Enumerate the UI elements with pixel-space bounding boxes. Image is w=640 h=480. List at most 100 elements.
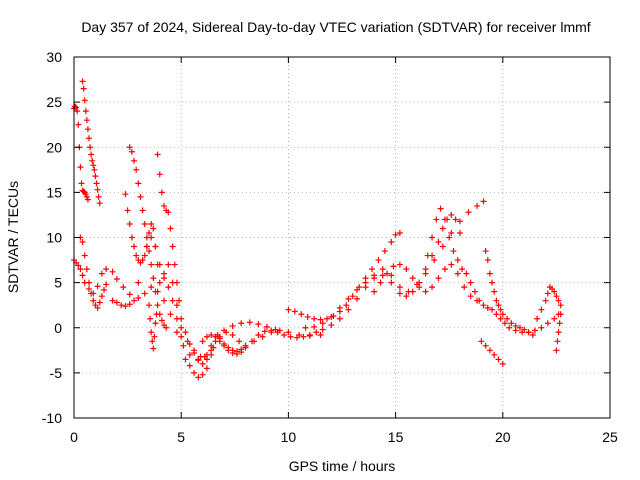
data-point xyxy=(186,362,193,369)
data-point xyxy=(124,207,131,214)
data-point xyxy=(141,290,148,297)
data-point xyxy=(452,216,459,223)
data-point xyxy=(109,297,116,304)
data-point xyxy=(167,311,174,318)
data-point xyxy=(101,286,108,293)
data-point xyxy=(122,191,129,198)
data-point xyxy=(529,331,536,338)
data-point xyxy=(151,333,158,340)
data-point xyxy=(153,311,160,318)
data-point xyxy=(293,334,300,341)
data-point xyxy=(441,216,448,223)
data-point xyxy=(81,252,88,259)
series-track-q xyxy=(482,248,536,338)
data-point xyxy=(141,220,148,227)
data-point xyxy=(416,284,423,291)
data-point xyxy=(156,279,163,286)
data-point xyxy=(161,202,168,209)
data-point xyxy=(126,291,133,298)
data-point xyxy=(169,243,176,250)
data-point xyxy=(454,270,461,277)
data-point xyxy=(255,321,262,328)
data-point xyxy=(118,302,125,309)
data-point xyxy=(538,324,545,331)
series-track-o xyxy=(371,261,481,304)
data-point xyxy=(396,261,403,268)
data-point xyxy=(501,320,508,327)
data-point xyxy=(345,295,352,302)
data-point xyxy=(448,229,455,236)
data-point xyxy=(274,329,281,336)
data-point xyxy=(437,205,444,212)
data-point xyxy=(461,284,468,291)
data-point xyxy=(176,297,183,304)
data-point xyxy=(476,297,483,304)
data-point xyxy=(137,193,144,200)
data-point xyxy=(233,350,240,357)
data-point xyxy=(182,356,189,363)
data-point xyxy=(167,225,174,232)
data-point xyxy=(154,261,161,268)
data-point xyxy=(75,262,82,269)
data-point xyxy=(491,351,498,358)
data-point xyxy=(98,270,105,277)
data-point xyxy=(504,315,511,322)
data-point xyxy=(90,162,97,169)
series-track-n xyxy=(302,211,463,331)
data-point xyxy=(328,313,335,320)
data-point xyxy=(285,329,292,336)
data-point xyxy=(143,243,150,250)
data-point xyxy=(409,288,416,295)
data-point xyxy=(148,261,155,268)
data-point xyxy=(317,331,324,338)
data-point xyxy=(87,144,94,151)
data-point xyxy=(148,329,155,336)
data-point xyxy=(94,283,101,290)
data-point xyxy=(163,324,170,331)
data-point xyxy=(538,306,545,313)
data-point xyxy=(148,284,155,291)
data-point xyxy=(441,266,448,273)
data-point xyxy=(429,234,436,241)
data-point xyxy=(165,261,172,268)
data-point xyxy=(263,323,270,330)
data-point xyxy=(223,329,230,336)
data-point xyxy=(424,252,431,259)
data-point xyxy=(146,248,153,255)
data-point xyxy=(261,328,268,335)
data-point xyxy=(178,324,185,331)
data-point xyxy=(454,257,461,264)
data-point xyxy=(75,121,82,128)
data-point xyxy=(72,103,79,110)
data-point xyxy=(388,272,395,279)
data-point xyxy=(375,257,382,264)
data-point xyxy=(268,327,275,334)
data-point xyxy=(171,261,178,268)
data-point xyxy=(79,239,86,246)
data-point xyxy=(77,164,84,171)
data-point xyxy=(493,311,500,318)
y-tick-label: 0 xyxy=(54,320,62,336)
data-point xyxy=(91,166,98,173)
data-point xyxy=(141,252,148,259)
y-tick-label: 20 xyxy=(46,139,62,155)
data-point xyxy=(512,322,519,329)
data-point xyxy=(311,315,318,322)
data-point xyxy=(317,316,324,323)
data-point xyxy=(191,369,198,376)
data-point xyxy=(484,257,491,264)
data-point xyxy=(534,315,541,322)
series-track-f xyxy=(122,191,161,268)
data-point xyxy=(396,229,403,236)
data-point xyxy=(82,191,89,198)
data-point xyxy=(120,284,127,291)
y-tick-label: 5 xyxy=(54,275,62,291)
data-point xyxy=(86,285,93,292)
data-point xyxy=(544,320,551,327)
data-point xyxy=(354,286,361,293)
data-point xyxy=(448,211,455,218)
data-point xyxy=(96,299,103,306)
data-point xyxy=(551,315,558,322)
data-point xyxy=(480,302,487,309)
